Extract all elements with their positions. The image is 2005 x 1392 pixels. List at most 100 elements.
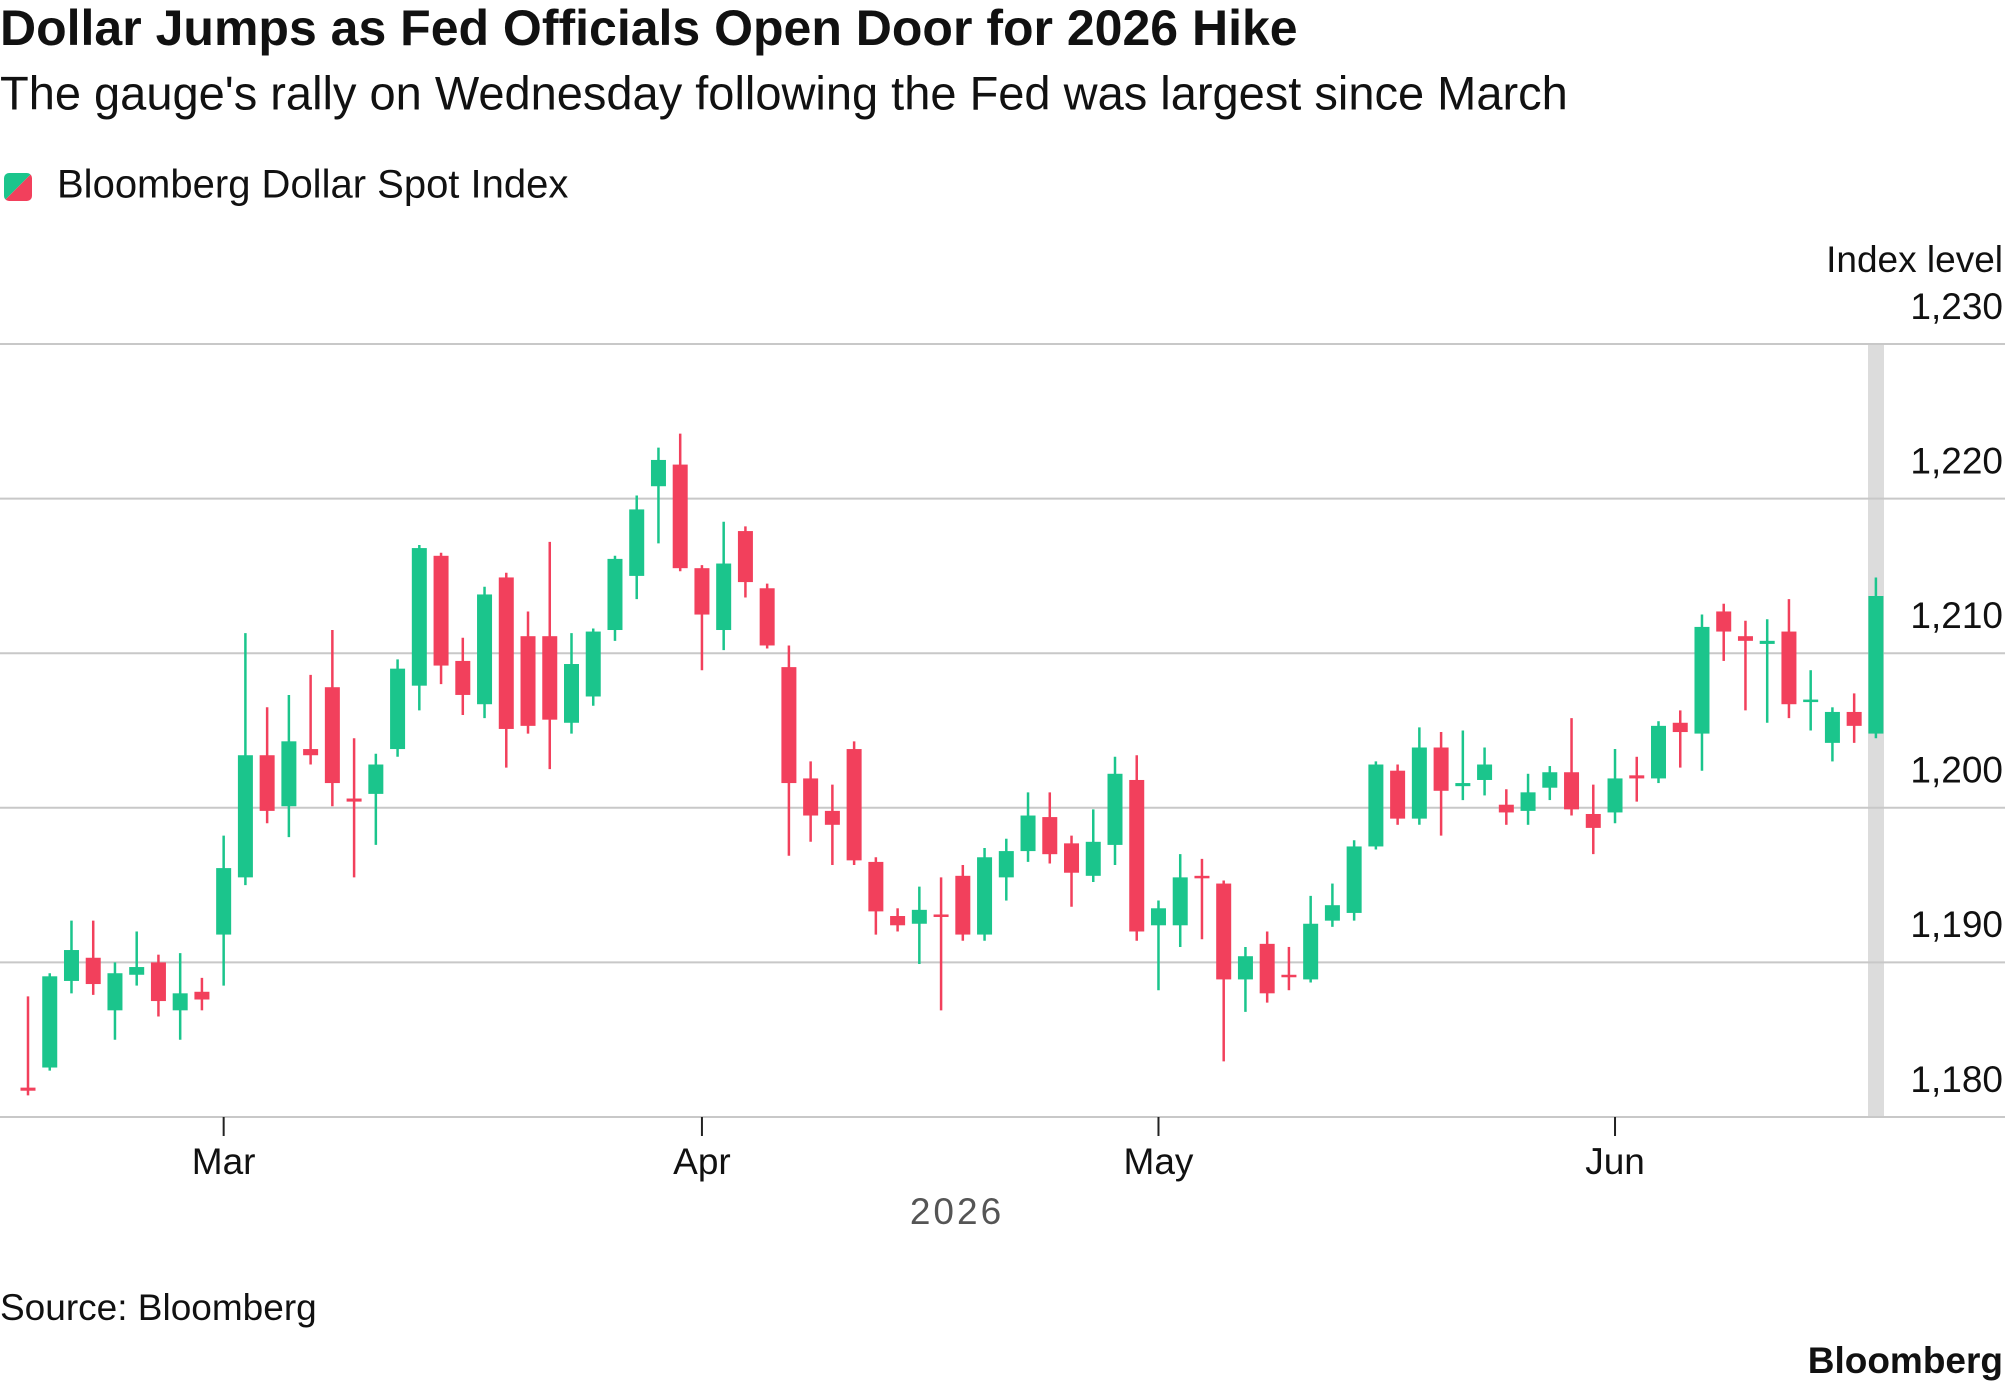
candle-body [455, 660, 471, 695]
candle-body [1868, 595, 1884, 734]
candle-body [368, 764, 384, 794]
candle-body [650, 459, 666, 487]
candle-body [759, 588, 775, 646]
candle-body [1585, 813, 1601, 828]
candle-body [1455, 783, 1471, 787]
candle-body [498, 577, 514, 729]
candle-body [1368, 764, 1384, 847]
candle-body [1129, 779, 1145, 932]
y-tick-label: 1,190 [1910, 904, 2003, 945]
candle-body [1824, 711, 1840, 743]
candle-body [890, 916, 906, 926]
candle-body [1324, 905, 1340, 921]
candle-body [433, 555, 449, 666]
candle-body [324, 687, 340, 784]
x-tick-label: Apr [673, 1141, 731, 1182]
y-tick-label: 1,200 [1910, 750, 2003, 791]
candle-body [1716, 611, 1732, 632]
candle-body [1194, 875, 1210, 879]
candle-body [1781, 631, 1797, 705]
candle-body [1411, 747, 1427, 819]
candle-body [1477, 764, 1493, 780]
brand: Bloomberg [1808, 1340, 2003, 1381]
candle-body [955, 875, 971, 935]
candle-body [1020, 815, 1036, 852]
candle-body [1042, 817, 1058, 855]
candle-body [520, 636, 536, 726]
y-tick-label: 1,180 [1910, 1059, 2003, 1100]
candle-body [672, 464, 688, 569]
candle-body [1607, 778, 1623, 813]
y-tick-label: 1,220 [1910, 440, 2003, 481]
candle-body [1846, 711, 1862, 726]
candle-body [1085, 841, 1101, 876]
candle-body [346, 798, 362, 802]
candle-body [585, 631, 601, 697]
candle-body [803, 778, 819, 816]
candle-body [1107, 773, 1123, 845]
candle-body [977, 857, 993, 935]
candle-body [1759, 640, 1775, 644]
candle-body [846, 749, 862, 861]
candle-body [629, 509, 645, 576]
candle-body [216, 868, 232, 935]
candle-body [868, 861, 884, 912]
candle-body [1303, 923, 1319, 980]
candle-body [607, 558, 623, 631]
x-axis-label: 2026 [910, 1191, 1004, 1232]
candle-body [150, 962, 166, 1002]
candle-body [1737, 636, 1753, 641]
candle-body [933, 914, 949, 917]
candle-body [281, 741, 297, 807]
candle-body [1803, 699, 1819, 703]
candle-body [390, 668, 406, 750]
candle-body [1216, 883, 1232, 980]
x-tick-label: May [1124, 1141, 1194, 1182]
candle-body [737, 531, 753, 583]
candle-body [781, 667, 797, 784]
candle-body [259, 755, 275, 811]
y-tick-label: 1,210 [1910, 595, 2003, 636]
chart-title: Dollar Jumps as Fed Officials Open Door … [0, 0, 1298, 56]
candle-body [411, 548, 427, 686]
legend-down [4, 173, 32, 201]
candle-body [85, 957, 101, 985]
candle-body [194, 991, 210, 1000]
candle-body [1064, 843, 1080, 873]
candle-body [824, 810, 840, 825]
legend-label: Bloomberg Dollar Spot Index [57, 163, 568, 207]
candle-body [237, 755, 253, 878]
candle-body [1498, 804, 1514, 813]
candle-body [542, 636, 558, 720]
candle-body [716, 563, 732, 631]
source: Source: Bloomberg [0, 1287, 317, 1328]
candle-body [1281, 974, 1297, 978]
candle-body [1694, 626, 1710, 734]
candle-body [564, 664, 579, 723]
candle-body [1520, 792, 1536, 811]
candle-body [1651, 725, 1666, 779]
candle-body [63, 950, 79, 981]
candle-body [1564, 772, 1580, 810]
candle-body [42, 976, 58, 1068]
x-tick-label: Mar [192, 1141, 256, 1182]
y-tick-label: 1,230 [1910, 286, 2003, 327]
candle-body [129, 967, 145, 975]
candle-body [1237, 956, 1253, 980]
candle-body [1390, 770, 1406, 819]
candle-body [998, 851, 1014, 878]
candle-body [1172, 877, 1188, 926]
candle-body [477, 594, 493, 705]
y-axis-label: Index level [1826, 239, 2003, 280]
candle-body [20, 1087, 36, 1091]
candle-body [1433, 747, 1449, 791]
candle-body [1672, 722, 1688, 733]
candle-body [107, 973, 123, 1011]
candle-body [1542, 772, 1558, 788]
candle-body [1259, 943, 1275, 994]
candle-body [303, 749, 319, 756]
legend-icon [4, 173, 32, 201]
candle-body [1629, 775, 1645, 779]
